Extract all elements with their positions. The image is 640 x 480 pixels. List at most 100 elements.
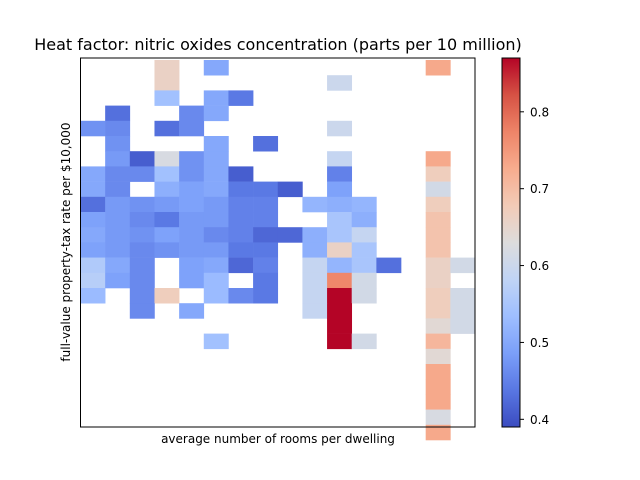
heatmap-cell xyxy=(450,257,476,274)
heatmap-cell xyxy=(203,227,229,243)
heatmap-cell xyxy=(228,181,254,198)
heatmap-cell xyxy=(351,227,377,243)
heatmap-cell xyxy=(327,242,353,258)
heatmap-cell xyxy=(154,288,180,304)
heatmap-cell xyxy=(302,227,328,243)
heatmap-cell xyxy=(425,212,451,228)
heatmap-cell xyxy=(203,196,229,213)
colorbar xyxy=(501,57,521,428)
heatmap-cell xyxy=(203,136,229,152)
y-axis-label: full-value property-tax rate per $10,000 xyxy=(59,122,73,361)
heatmap-cell xyxy=(203,242,229,258)
heatmap-cells xyxy=(80,60,476,441)
heatmap-cell xyxy=(105,120,131,137)
heatmap-cell xyxy=(105,196,131,213)
heatmap-cell xyxy=(253,212,279,228)
heatmap-cell xyxy=(80,166,106,182)
heatmap-cell xyxy=(129,227,155,243)
heatmap-cell xyxy=(179,105,205,122)
heatmap-cell xyxy=(105,151,131,167)
heatmap-cell xyxy=(80,227,106,243)
heatmap-cell xyxy=(154,75,180,91)
heatmap-cell xyxy=(425,181,451,198)
heatmap-cell xyxy=(253,257,279,274)
heatmap-cell xyxy=(425,348,451,365)
heatmap-cell xyxy=(154,60,180,76)
heatmap-cell xyxy=(105,166,131,182)
heatmap-cell xyxy=(327,257,353,274)
heatmap-cell xyxy=(425,272,451,289)
heatmap-cell xyxy=(425,409,451,426)
heatmap-cell xyxy=(154,196,180,213)
heatmap-cell xyxy=(228,166,254,182)
heatmap-cell xyxy=(425,60,451,76)
heatmap-cell xyxy=(450,288,476,304)
heatmap-cell xyxy=(277,181,303,198)
heatmap-cell xyxy=(302,288,328,304)
heatmap-cell xyxy=(351,288,377,304)
heatmap-cell xyxy=(450,318,476,334)
colorbar-tick-label: 0.6 xyxy=(530,259,549,273)
heatmap-cell xyxy=(129,272,155,289)
heatmap-cell xyxy=(80,212,106,228)
heatmap-cell xyxy=(450,303,476,319)
heatmap-cell xyxy=(203,333,229,350)
heatmap-cell xyxy=(425,364,451,380)
heatmap-cell xyxy=(425,379,451,395)
heatmap-cell xyxy=(253,227,279,243)
heatmap-cell xyxy=(351,272,377,289)
x-axis-label: average number of rooms per dwelling xyxy=(161,432,395,446)
heatmap-cell xyxy=(228,212,254,228)
heatmap-cell xyxy=(154,227,180,243)
heatmap-cell xyxy=(327,318,353,334)
heatmap-cell xyxy=(277,227,303,243)
heatmap-cell xyxy=(129,242,155,258)
heatmap-cell xyxy=(80,257,106,274)
heatmap-cell xyxy=(327,227,353,243)
heatmap-cell xyxy=(203,60,229,76)
heatmap-cell xyxy=(425,257,451,274)
heatmap-cell xyxy=(203,166,229,182)
heatmap-cell xyxy=(351,212,377,228)
heatmap-cell xyxy=(302,272,328,289)
heatmap-cell xyxy=(154,166,180,182)
heatmap-cell xyxy=(425,318,451,334)
colorbar-tick-label: 0.7 xyxy=(530,182,549,196)
heatmap-cell xyxy=(179,196,205,213)
heatmap-cell xyxy=(425,424,451,441)
heatmap-cell xyxy=(203,151,229,167)
heatmap-cell xyxy=(425,394,451,410)
heatmap-cell xyxy=(327,212,353,228)
heatmap-cell xyxy=(154,212,180,228)
colorbar-tick-label: 0.8 xyxy=(530,105,549,119)
heatmap-cell xyxy=(105,242,131,258)
heatmap-cell xyxy=(253,288,279,304)
heatmap-cell xyxy=(129,303,155,319)
heatmap-cell xyxy=(179,227,205,243)
heatmap-cell xyxy=(253,181,279,198)
heatmap-cell xyxy=(203,212,229,228)
heatmap-cell xyxy=(327,272,353,289)
heatmap-cell xyxy=(105,136,131,152)
heatmap-cell xyxy=(228,90,254,106)
heatmap-cell xyxy=(105,257,131,274)
heatmap-cell xyxy=(327,333,353,350)
heatmap-cell xyxy=(203,272,229,289)
heatmap-cell xyxy=(203,288,229,304)
heatmap-cell xyxy=(80,242,106,258)
heatmap-cell xyxy=(425,196,451,213)
heatmap-cell xyxy=(80,288,106,304)
heatmap-cell xyxy=(253,196,279,213)
heatmap-cell xyxy=(351,242,377,258)
heatmap-cell xyxy=(425,288,451,304)
heatmap-cell xyxy=(376,257,402,274)
heatmap-cell xyxy=(154,90,180,106)
heatmap-cell xyxy=(327,151,353,167)
heatmap-cell xyxy=(179,242,205,258)
heatmap-cell xyxy=(327,75,353,91)
heatmap-cell xyxy=(179,272,205,289)
heatmap-cell xyxy=(80,196,106,213)
heatmap-cell xyxy=(253,272,279,289)
colorbar-tick-label: 0.5 xyxy=(530,336,549,350)
heatmap-cell xyxy=(105,212,131,228)
